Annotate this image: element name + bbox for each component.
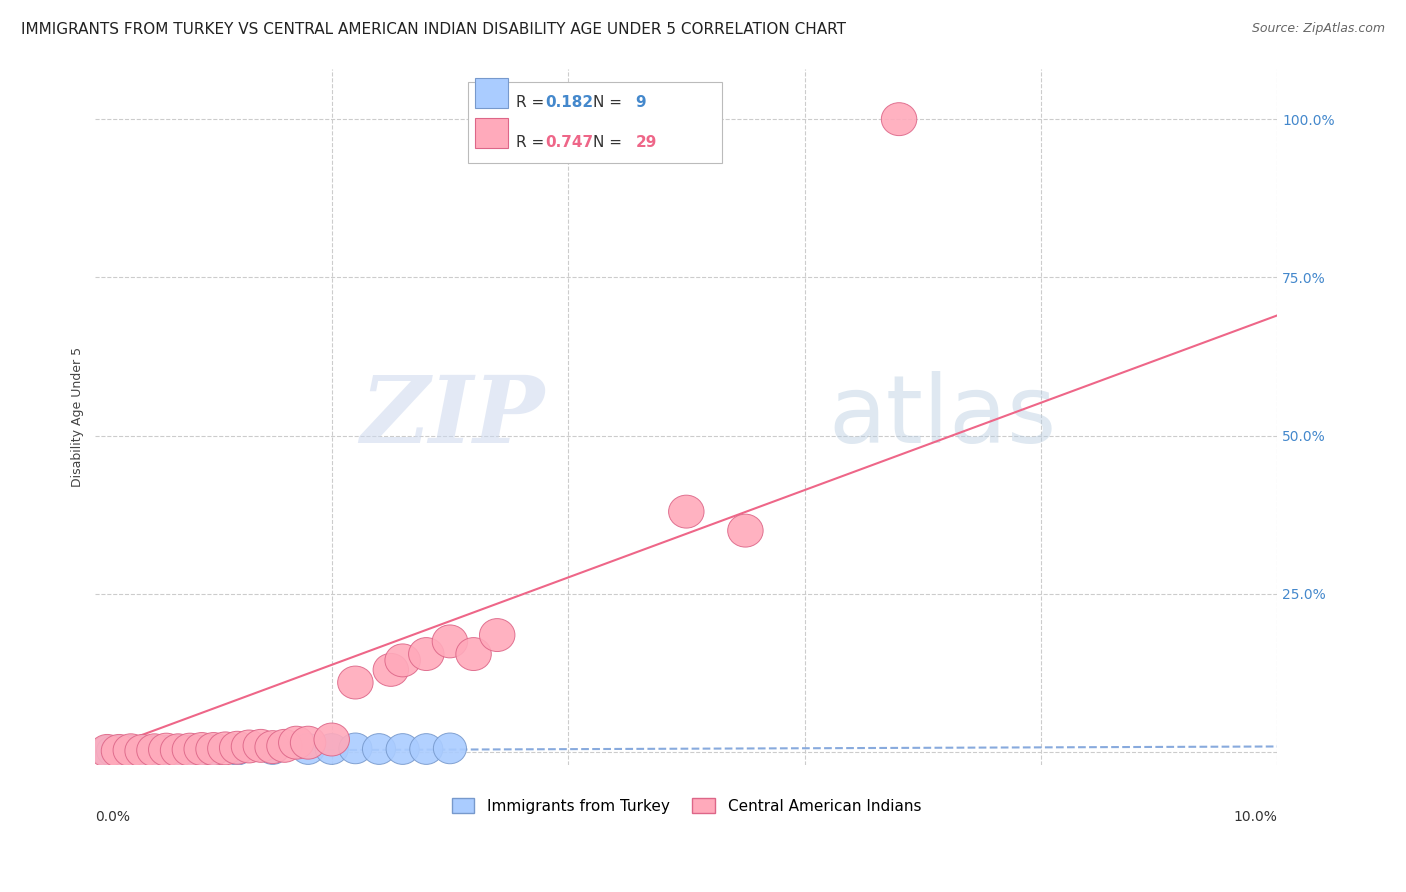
Ellipse shape (138, 736, 172, 766)
Ellipse shape (409, 733, 443, 764)
Ellipse shape (90, 736, 124, 766)
Ellipse shape (432, 625, 468, 658)
Ellipse shape (208, 732, 243, 764)
Ellipse shape (136, 734, 172, 767)
Text: 0.182: 0.182 (546, 95, 593, 111)
Ellipse shape (291, 733, 325, 764)
Text: N =: N = (593, 136, 627, 150)
Ellipse shape (409, 638, 444, 671)
Ellipse shape (184, 732, 219, 765)
Ellipse shape (256, 733, 290, 764)
Text: 9: 9 (636, 95, 645, 111)
Ellipse shape (337, 666, 373, 699)
Text: Source: ZipAtlas.com: Source: ZipAtlas.com (1251, 22, 1385, 36)
Ellipse shape (162, 735, 194, 765)
Ellipse shape (373, 654, 409, 686)
Ellipse shape (456, 638, 491, 671)
Ellipse shape (267, 730, 302, 763)
Text: R =: R = (516, 95, 550, 111)
Ellipse shape (385, 644, 420, 677)
Ellipse shape (231, 730, 267, 763)
Text: 29: 29 (636, 136, 657, 150)
FancyBboxPatch shape (475, 118, 509, 148)
Ellipse shape (221, 734, 253, 765)
Ellipse shape (728, 514, 763, 547)
Ellipse shape (363, 733, 395, 764)
Ellipse shape (882, 103, 917, 136)
FancyBboxPatch shape (475, 78, 509, 108)
Text: 0.747: 0.747 (546, 136, 593, 150)
Ellipse shape (479, 619, 515, 651)
Ellipse shape (314, 723, 350, 756)
Ellipse shape (291, 726, 326, 759)
Ellipse shape (114, 736, 148, 766)
Text: 10.0%: 10.0% (1233, 810, 1277, 824)
Text: 0.0%: 0.0% (96, 810, 131, 824)
Ellipse shape (315, 733, 349, 764)
Text: atlas: atlas (828, 371, 1056, 463)
Ellipse shape (172, 733, 208, 766)
Ellipse shape (387, 733, 419, 764)
Ellipse shape (149, 733, 184, 766)
FancyBboxPatch shape (468, 82, 721, 162)
Text: N =: N = (593, 95, 627, 111)
Ellipse shape (669, 495, 704, 528)
Ellipse shape (125, 734, 160, 767)
Text: IMMIGRANTS FROM TURKEY VS CENTRAL AMERICAN INDIAN DISABILITY AGE UNDER 5 CORRELA: IMMIGRANTS FROM TURKEY VS CENTRAL AMERIC… (21, 22, 846, 37)
Ellipse shape (101, 734, 136, 767)
Ellipse shape (219, 731, 254, 764)
Text: R =: R = (516, 136, 550, 150)
Ellipse shape (197, 735, 231, 765)
Ellipse shape (149, 736, 183, 766)
Ellipse shape (90, 734, 125, 767)
Ellipse shape (173, 736, 207, 766)
Ellipse shape (186, 736, 218, 766)
Ellipse shape (254, 731, 291, 764)
Y-axis label: Disability Age Under 5: Disability Age Under 5 (72, 347, 84, 487)
Text: ZIP: ZIP (360, 372, 544, 462)
Ellipse shape (433, 733, 467, 764)
Ellipse shape (112, 734, 149, 767)
Ellipse shape (160, 734, 195, 767)
Ellipse shape (339, 733, 373, 764)
Ellipse shape (278, 726, 314, 759)
Legend: Immigrants from Turkey, Central American Indians: Immigrants from Turkey, Central American… (446, 792, 927, 820)
Ellipse shape (195, 732, 231, 765)
Ellipse shape (97, 736, 129, 766)
Ellipse shape (243, 730, 278, 763)
Ellipse shape (103, 736, 135, 766)
Ellipse shape (127, 736, 159, 766)
